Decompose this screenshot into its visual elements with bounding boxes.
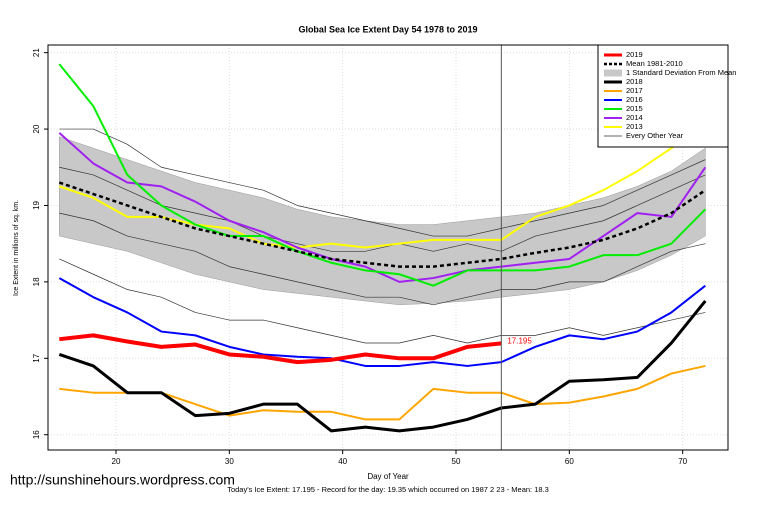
legend-label: 2018 — [626, 77, 643, 86]
legend-label: 2014 — [626, 113, 643, 122]
series-line — [58, 300, 707, 433]
x-tick-label: 30 — [225, 457, 234, 466]
legend-label: 1 Standard Deviation From Mean — [626, 68, 736, 77]
y-axis-label: Ice Extent in millions of sq. km. — [13, 200, 20, 296]
x-tick-label: 20 — [112, 457, 121, 466]
series-line — [58, 277, 706, 367]
legend-label: Every Other Year — [626, 131, 684, 140]
y-tick-label: 19 — [32, 200, 41, 209]
series-line — [59, 364, 706, 421]
x-tick-label: 40 — [338, 457, 347, 466]
x-tick-label: 50 — [452, 457, 461, 466]
series-line — [58, 132, 707, 283]
other-year-line — [59, 212, 706, 306]
legend-box — [597, 44, 729, 148]
y-tick-label: 16 — [32, 430, 41, 439]
other-year-line — [59, 258, 706, 344]
y-tick-label: 21 — [32, 48, 41, 57]
footer: Today's Ice Extent: 17.195 - Record for … — [227, 485, 549, 494]
other-year-line — [59, 128, 706, 237]
legend-label: 2017 — [626, 86, 643, 95]
x-tick-label: 70 — [678, 457, 687, 466]
y-tick-label: 17 — [32, 353, 41, 362]
series-line — [58, 181, 707, 268]
legend-label: 2013 — [626, 122, 643, 131]
value-label: 17.195 — [507, 337, 532, 346]
legend-swatch — [604, 69, 622, 77]
x-axis-label: Day of Year — [367, 472, 409, 481]
y-tick-label: 18 — [32, 277, 41, 286]
plot-frame — [47, 44, 729, 451]
watermark: http://sunshinehours.wordpress.com — [10, 472, 235, 488]
legend-label: Mean 1981-2010 — [626, 59, 683, 68]
legend-label: 2016 — [626, 95, 643, 104]
series-line — [59, 333, 502, 365]
x-tick-label: 60 — [565, 457, 574, 466]
legend-label: 2019 — [626, 50, 643, 59]
chart-title: Global Sea Ice Extent Day 54 1978 to 201… — [298, 24, 477, 34]
legend-label: 2015 — [626, 104, 643, 113]
series-line — [58, 63, 707, 287]
y-tick-label: 20 — [32, 124, 41, 133]
other-year-line — [59, 166, 706, 252]
